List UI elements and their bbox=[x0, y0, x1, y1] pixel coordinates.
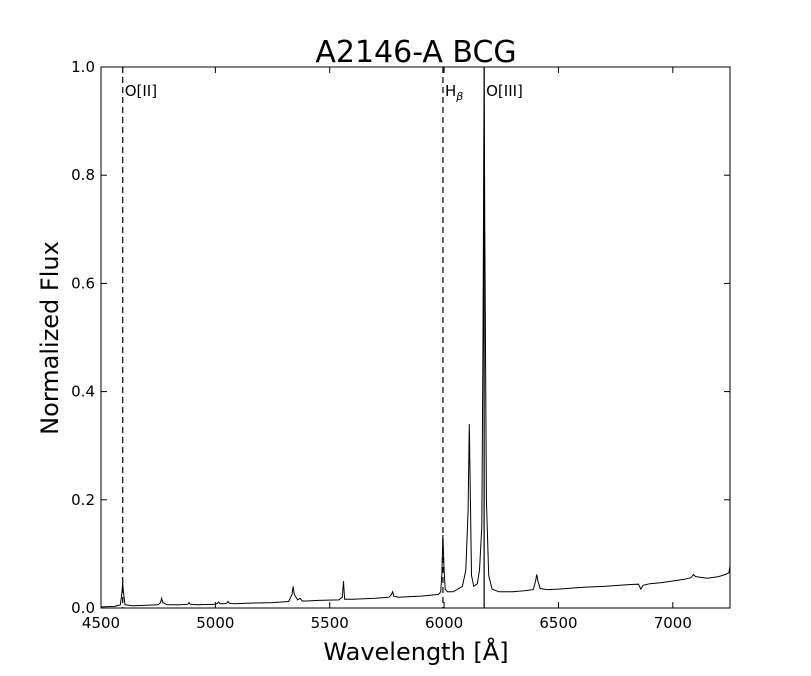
x-axis-ticks: 4500 5000 5500 6000 6500 7000 bbox=[82, 67, 692, 632]
x-tick-label: 6000 bbox=[425, 614, 463, 632]
reference-lines: O[II] Hβ O[III] bbox=[122, 67, 523, 608]
chart-title: A2146-A BCG bbox=[315, 35, 516, 70]
y-tick-label: 0.8 bbox=[71, 166, 95, 184]
axes-frame bbox=[100, 66, 731, 609]
reference-line-label-0: O[II] bbox=[125, 82, 157, 100]
x-axis-label: Wavelength [Å] bbox=[323, 637, 508, 666]
y-tick-label: 0.4 bbox=[71, 383, 95, 401]
reference-line-label-2: O[III] bbox=[486, 82, 523, 100]
y-tick-label: 0.6 bbox=[71, 274, 95, 292]
reference-line-label-1: Hβ bbox=[445, 82, 463, 103]
y-tick-label: 0.2 bbox=[71, 491, 95, 509]
y-tick-label: 1.0 bbox=[71, 58, 95, 76]
y-axis-ticks: 0.0 0.2 0.4 0.6 0.8 1.0 bbox=[71, 58, 730, 617]
x-tick-label: 5000 bbox=[196, 614, 234, 632]
spectrum-line-0 bbox=[100, 66, 731, 608]
y-tick-label: 0.0 bbox=[71, 599, 95, 617]
x-tick-label: 4500 bbox=[82, 614, 120, 632]
x-tick-label: 6500 bbox=[539, 614, 577, 632]
y-axis-label: Normalized Flux bbox=[36, 241, 64, 435]
x-tick-label: 7000 bbox=[654, 614, 692, 632]
x-tick-label: 5500 bbox=[311, 614, 349, 632]
plot-area bbox=[100, 66, 731, 608]
